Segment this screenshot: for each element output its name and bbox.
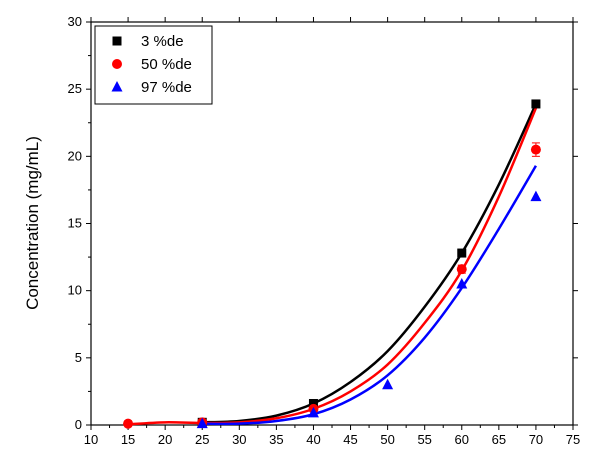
x-tick-label: 25 <box>195 432 209 447</box>
x-tick-label: 40 <box>306 432 320 447</box>
legend-label-1: 3 %de <box>141 33 184 50</box>
legend: 3 %de 50 %de 97 %de <box>94 25 213 105</box>
fit-curve-series-1 <box>202 103 538 424</box>
x-tick-label: 55 <box>417 432 431 447</box>
y-tick-label: 15 <box>68 216 82 231</box>
data-point-series-2 <box>456 264 467 275</box>
legend-marker-2 <box>112 59 122 69</box>
legend-marker-1 <box>112 36 122 46</box>
y-tick-label: 0 <box>75 417 82 432</box>
x-tick-label: 45 <box>343 432 357 447</box>
y-tick-label: 20 <box>68 148 82 163</box>
data-point-series-1 <box>308 399 318 409</box>
x-tick-label: 10 <box>84 432 98 447</box>
x-tick-label: 35 <box>269 432 283 447</box>
x-tick-label: 60 <box>455 432 469 447</box>
data-point-series-3 <box>196 417 208 429</box>
x-tick-label: 70 <box>529 432 543 447</box>
y-axis: 0 5 10 15 20 25 30 <box>68 14 578 432</box>
x-tick-label: 65 <box>492 432 506 447</box>
data-point-series-1 <box>531 99 541 109</box>
data-point-series-2 <box>530 144 541 155</box>
x-tick-label: 50 <box>380 432 394 447</box>
x-tick-label: 30 <box>232 432 246 447</box>
y-tick-label: 10 <box>68 283 82 298</box>
data-point-series-3 <box>456 277 468 289</box>
data-point-series-2 <box>123 418 134 429</box>
legend-label-3: 97 %de <box>141 79 192 96</box>
data-markers <box>123 99 542 429</box>
y-tick-label: 30 <box>68 14 82 29</box>
y-tick-label: 5 <box>75 350 82 365</box>
data-point-series-3 <box>307 406 319 418</box>
x-tick-label: 20 <box>158 432 172 447</box>
fit-curve-series-3 <box>202 165 538 426</box>
x-axis: 10 15 20 25 30 35 40 45 50 55 60 65 70 75 <box>84 17 580 447</box>
data-point-series-3 <box>382 378 394 390</box>
legend-marker-3 <box>111 81 123 92</box>
data-point-series-1 <box>457 248 467 258</box>
data-point-series-3 <box>530 190 542 202</box>
y-tick-label: 25 <box>68 81 82 96</box>
y-axis-title: Concentration (mg/mL) <box>23 136 42 310</box>
x-tick-label: 75 <box>566 432 580 447</box>
x-tick-label: 15 <box>121 432 135 447</box>
legend-label-2: 50 %de <box>141 56 192 73</box>
